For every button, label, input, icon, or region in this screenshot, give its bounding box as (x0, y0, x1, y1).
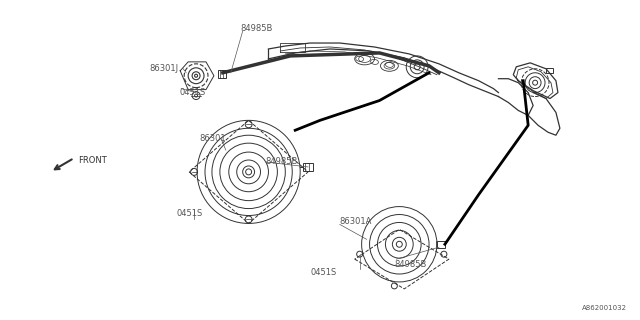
Text: 0451S: 0451S (310, 268, 337, 276)
Text: 86301J: 86301J (150, 64, 179, 73)
Circle shape (246, 169, 252, 175)
Bar (218, 70, 226, 78)
Text: FRONT: FRONT (78, 156, 107, 164)
Bar (546, 68, 553, 73)
Text: 84985B: 84985B (394, 260, 427, 268)
Text: 0451S: 0451S (179, 88, 205, 97)
Bar (437, 241, 445, 248)
Text: 86301A: 86301A (340, 217, 372, 226)
Text: 84985B: 84985B (266, 157, 298, 166)
Text: A862001032: A862001032 (582, 305, 627, 311)
Text: 0451S: 0451S (176, 209, 202, 218)
Bar (303, 163, 313, 171)
Text: 86301: 86301 (199, 134, 226, 143)
Text: 84985B: 84985B (241, 24, 273, 33)
